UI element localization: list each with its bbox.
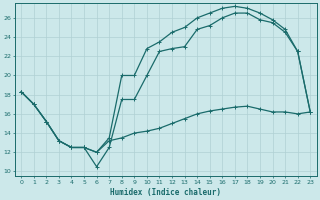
X-axis label: Humidex (Indice chaleur): Humidex (Indice chaleur) — [110, 188, 221, 197]
